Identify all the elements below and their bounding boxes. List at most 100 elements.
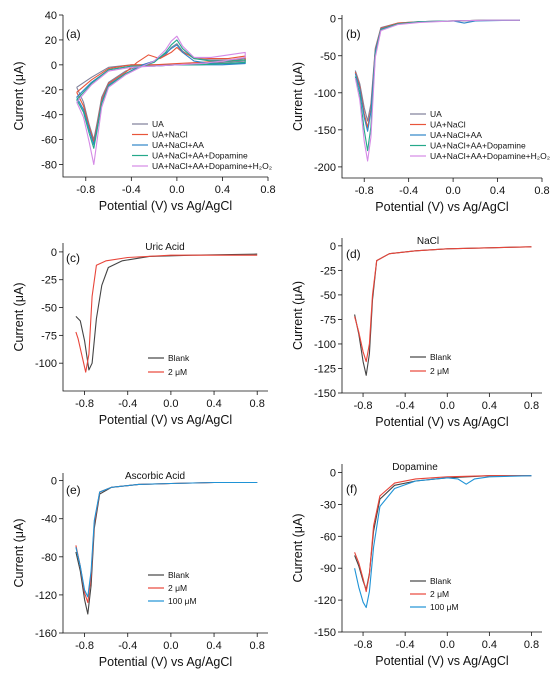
y-tick-label: -60 — [41, 135, 57, 147]
x-tick-label: 0.4 — [490, 185, 505, 197]
series-line-4 — [76, 35, 246, 166]
y-axis-title: Current (μA) — [12, 61, 26, 130]
x-tick-label: -0.8 — [76, 184, 95, 196]
y-axis-title: Current (μA) — [12, 518, 26, 587]
x-tick-label: -0.8 — [354, 639, 373, 651]
panel-title: Uric Acid — [145, 242, 184, 253]
x-axis-title: Potential (V) vs Ag/AgCl — [375, 415, 508, 429]
x-tick-label: -0.4 — [122, 184, 141, 196]
legend-entry-label: UA+NaCl+AA — [152, 140, 204, 150]
axes-frame — [341, 15, 542, 179]
x-axis-title: Potential (V) vs Ag/AgCl — [375, 200, 508, 214]
legend-entry-label: UA+NaCl+AA+Dopamine+H₂O₂ — [430, 151, 550, 161]
y-tick-label: -60 — [320, 531, 336, 543]
y-tick-label: -25 — [320, 265, 336, 277]
x-tick-label: 0.0 — [440, 639, 455, 651]
y-tick-label: -40 — [41, 514, 57, 526]
y-tick-label: -75 — [320, 314, 336, 326]
y-tick-label: -100 — [35, 358, 57, 370]
y-tick-label: -100 — [314, 339, 336, 351]
y-tick-label: -50 — [320, 51, 336, 63]
series-line-2 — [75, 481, 258, 598]
legend-entry-label: UA+NaCl+AA+Dopamine — [430, 141, 526, 151]
x-tick-label: 0.8 — [524, 400, 539, 412]
x-tick-label: -0.8 — [75, 640, 94, 652]
y-tick-label: 0 — [330, 468, 336, 480]
panel-title: Dopamine — [392, 462, 438, 473]
y-axis-title: Current (μA) — [12, 282, 26, 351]
panel-label: (b) — [346, 27, 361, 41]
panel-label: (a) — [66, 27, 81, 41]
y-tick-label: -160 — [35, 628, 57, 640]
x-axis-title: Potential (V) vs Ag/AgCl — [99, 413, 232, 427]
legend-entry-label: 2 μM — [168, 583, 187, 593]
legend-entry-label: UA+NaCl — [430, 120, 466, 130]
y-tick-label: -80 — [41, 160, 57, 172]
y-tick-label: -200 — [314, 162, 336, 174]
series-line-0 — [354, 475, 532, 591]
y-tick-label: -50 — [320, 290, 336, 302]
legend-entry-label: UA — [430, 109, 442, 119]
legend-entry-label: Blank — [168, 353, 190, 363]
legend-entry-label: UA+NaCl+AA+Dopamine+H₂O₂ — [152, 161, 272, 171]
y-tick-label: -150 — [314, 125, 336, 137]
x-tick-label: 0.0 — [169, 184, 184, 196]
chart-panel-e: -0.8 -0.4 0.0 0.4 0.8 -160 -120 -80 -40 0 Potentia… — [12, 471, 268, 669]
chart-panel-f: -0.8 -0.4 0.0 0.4 0.8 -150 -120 -90 -60 -30 0 Poten… — [291, 462, 542, 668]
x-tick-label: -0.4 — [396, 639, 415, 651]
series-line-0 — [75, 481, 258, 615]
legend-entry-label: 2 μM — [430, 366, 449, 376]
x-tick-label: 0.0 — [163, 398, 178, 410]
legend-entry-label: 100 μM — [430, 602, 459, 612]
series-line-4 — [354, 19, 520, 162]
x-tick-label: 0.8 — [534, 185, 549, 197]
legend-entry-label: Blank — [430, 576, 452, 586]
y-axis-title: Current (μA) — [291, 281, 305, 350]
series-line-1 — [75, 254, 258, 373]
x-tick-label: 0.4 — [206, 640, 221, 652]
panel-label: (f) — [346, 482, 357, 496]
y-tick-label: -90 — [320, 563, 336, 575]
y-tick-label: 0 — [330, 241, 336, 253]
y-tick-label: -120 — [35, 590, 57, 602]
series-line-1 — [354, 475, 532, 593]
y-tick-label: -25 — [41, 275, 57, 287]
x-tick-label: -0.4 — [118, 398, 137, 410]
x-tick-label: -0.8 — [354, 400, 373, 412]
y-tick-label: -150 — [314, 627, 336, 639]
panel-title: NaCl — [417, 236, 439, 247]
y-tick-label: -40 — [41, 110, 57, 122]
x-tick-label: 0.8 — [250, 398, 265, 410]
y-tick-label: -150 — [314, 388, 336, 400]
chart-panel-b: -0.8 -0.4 0.0 0.4 0.8 -200 -150 -100 -50 0 Potenti… — [291, 14, 550, 214]
legend-entry-label: 2 μM — [430, 589, 449, 599]
y-tick-label: -120 — [314, 595, 336, 607]
x-axis-title: Potential (V) vs Ag/AgCl — [375, 654, 508, 668]
legend-entry-label: 2 μM — [168, 367, 187, 377]
legend-entry-label: UA+NaCl — [152, 130, 188, 140]
series-line-2 — [354, 475, 532, 609]
y-tick-label: -75 — [41, 330, 57, 342]
y-tick-label: 0 — [51, 247, 57, 259]
y-tick-label: -50 — [41, 303, 57, 315]
x-tick-label: 0.8 — [250, 640, 265, 652]
x-tick-label: -0.4 — [399, 185, 418, 197]
y-tick-label: -30 — [320, 499, 336, 511]
x-tick-label: 0.8 — [260, 184, 275, 196]
x-axis-title: Potential (V) vs Ag/AgCl — [99, 199, 232, 213]
y-tick-label: 40 — [45, 10, 57, 22]
chart-panel-c: -0.8 -0.4 0.0 0.4 0.8 -100 -75 -50 -25 0 Potential… — [12, 242, 268, 427]
x-tick-label: 0.4 — [206, 398, 221, 410]
x-axis-title: Potential (V) vs Ag/AgCl — [99, 655, 232, 669]
legend-entry-label: Blank — [430, 352, 452, 362]
chart-panel-d: -0.8 -0.4 0.0 0.4 0.8 -150 -125 -100 -75 -50 -25 0 P… — [291, 236, 542, 429]
x-tick-label: 0.0 — [440, 400, 455, 412]
legend-entry-label: 100 μM — [168, 596, 197, 606]
x-tick-label: 0.4 — [215, 184, 230, 196]
x-tick-label: 0.4 — [482, 400, 497, 412]
y-tick-label: 0 — [51, 60, 57, 72]
y-tick-label: -80 — [41, 552, 57, 564]
series-line-1 — [75, 481, 258, 604]
panel-label: (d) — [346, 247, 361, 261]
